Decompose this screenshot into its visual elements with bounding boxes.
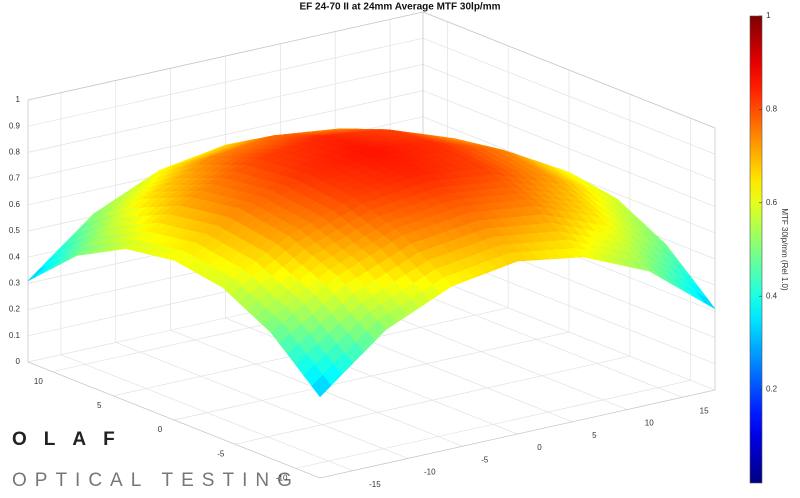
z-tick-label: 1: [16, 95, 21, 104]
colorbar-tick-label: 0.6: [766, 198, 778, 207]
axis-box: [319, 389, 716, 479]
y-tick-label: 5: [97, 401, 102, 410]
x-tick-label: 10: [645, 419, 654, 428]
surface-patch: [311, 374, 332, 398]
surface-patch: [27, 265, 48, 282]
surface: [27, 128, 716, 398]
colorbar-tick-label: 0.4: [766, 291, 778, 300]
x-tick-label: 5: [592, 431, 597, 440]
z-tick-label: 0: [16, 357, 21, 366]
axis-box: [27, 11, 424, 101]
x-tick-label: -15: [369, 480, 381, 489]
colorbar-tick-label: 1: [766, 11, 771, 20]
y-tick-label: -5: [217, 449, 225, 458]
z-tick-label: 0.4: [9, 252, 21, 261]
watermark-logo: OLAF: [12, 429, 132, 450]
surface-patch: [695, 291, 716, 310]
axis-box: [27, 361, 321, 479]
y-tick-label: -10: [276, 473, 288, 482]
colorbar: [749, 15, 763, 484]
axis-box: [422, 11, 716, 129]
grid-line: [173, 331, 570, 421]
z-tick-label: 0.1: [9, 331, 21, 340]
x-tick-label: -5: [481, 455, 489, 464]
x-tick-label: 15: [700, 406, 709, 415]
y-tick-label: 10: [34, 377, 43, 386]
x-tick-label: 0: [537, 443, 542, 452]
colorbar-tick-label: 0.2: [766, 385, 778, 394]
z-tick-label: 0.7: [9, 174, 21, 183]
watermark-subtitle: OPTICAL TESTING: [12, 470, 300, 491]
x-tick-label: -10: [424, 468, 436, 477]
z-tick-label: 0.6: [9, 200, 21, 209]
z-tick-label: 0.8: [9, 148, 21, 157]
grid-line: [234, 355, 630, 445]
z-tick-label: 0.2: [9, 305, 21, 314]
grid-line: [295, 379, 691, 469]
z-tick-label: 0.3: [9, 279, 21, 288]
z-tick-label: 0.5: [9, 226, 21, 235]
colorbar-tick-label: 0.8: [766, 105, 778, 114]
y-tick-label: 0: [158, 425, 163, 434]
colorbar-label: MTF 30lp/mm (Rel 1.0): [780, 208, 789, 291]
chart-title: EF 24-70 II at 24mm Average MTF 30lp/mm: [299, 2, 500, 13]
z-tick-label: 0.9: [9, 121, 21, 130]
